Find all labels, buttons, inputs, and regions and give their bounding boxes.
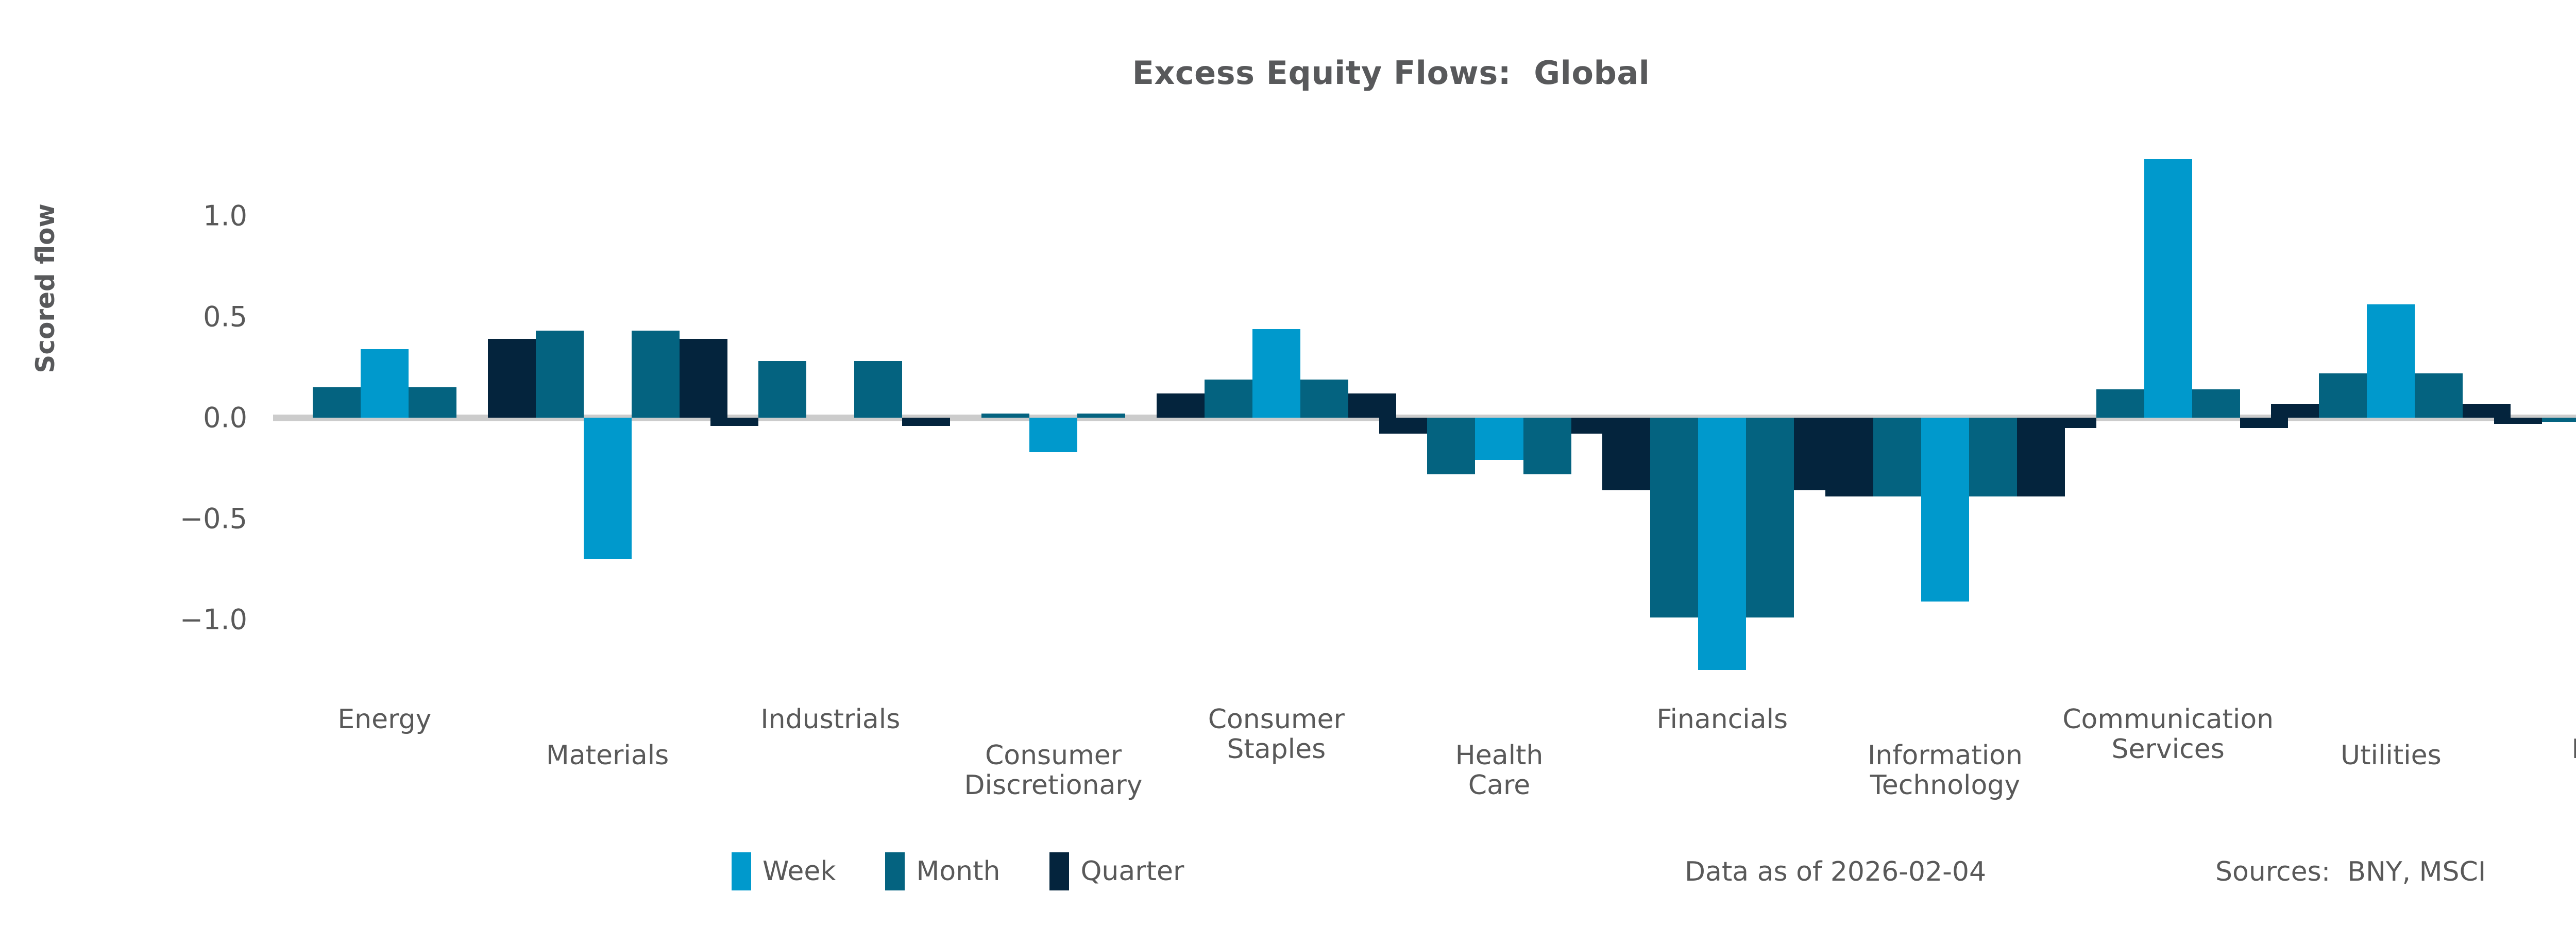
x-category-label-line: Staples	[1227, 734, 1326, 765]
bar-month	[1077, 414, 1126, 418]
x-category-label-line: Technology	[1870, 770, 2021, 801]
legend-item-month[interactable]: Month	[885, 852, 1000, 890]
x-category-label: RealEstate	[2571, 705, 2576, 764]
bar-month	[2192, 389, 2240, 418]
x-category-label-line: Discretionary	[964, 770, 1143, 801]
chart-legend: Week Month Quarter	[732, 852, 1184, 890]
x-category-label-line: Estate	[2571, 734, 2576, 764]
x-category-label-line: Industrials	[760, 704, 901, 735]
bar-quarter	[1825, 418, 1873, 496]
y-tick-label: −1.0	[179, 603, 247, 636]
bar-quarter	[679, 339, 727, 418]
bar-week	[2367, 304, 2415, 418]
x-category-label-line: Care	[1468, 770, 1531, 801]
x-category-label: Communication Services	[2062, 704, 2274, 765]
legend-swatch-icon	[885, 852, 905, 890]
x-category-label: Information Technology	[1867, 740, 2023, 801]
bar-month	[1873, 418, 1921, 496]
bar-month	[1204, 379, 1252, 418]
bar-quarter	[1602, 418, 1651, 491]
bar-month	[1300, 379, 1348, 418]
bar-month	[2542, 418, 2576, 422]
x-category-label-line: Real	[2571, 705, 2576, 734]
bar-quarter	[1156, 393, 1205, 418]
bar-quarter	[2271, 403, 2319, 418]
bar-month	[1427, 418, 1476, 474]
bar-month	[631, 331, 680, 418]
x-category-label-line: Services	[2111, 734, 2225, 765]
bar-month	[1523, 418, 1571, 474]
bar-month	[2415, 373, 2463, 418]
x-category-label-line: Energy	[337, 704, 432, 735]
bar-quarter	[1348, 393, 1396, 418]
bar-month	[854, 361, 903, 418]
x-category-label: Energy	[337, 705, 431, 734]
bar-quarter	[2494, 418, 2543, 424]
x-category-label-line: Information	[1867, 740, 2023, 771]
legend-item-week[interactable]: Week	[732, 852, 836, 890]
x-category-label: Health Care	[1455, 740, 1544, 801]
bar-month	[535, 331, 584, 418]
x-category-label-line: Utilities	[2341, 740, 2442, 771]
x-category-label-line: Communication	[2062, 704, 2274, 735]
bar-month	[1746, 418, 1794, 618]
bar-month	[2319, 373, 2367, 418]
y-tick-label: 1.0	[203, 199, 247, 232]
bar-week	[1698, 418, 1747, 670]
bar-week	[2144, 159, 2192, 418]
bar-month	[2096, 389, 2144, 418]
bar-month	[981, 414, 1030, 418]
x-category-label-line: Consumer	[1208, 704, 1345, 735]
x-category-label: Consumer Staples	[1208, 704, 1345, 765]
y-tick-label: −0.5	[179, 502, 247, 535]
bar-week	[360, 349, 409, 418]
bar-quarter	[2017, 418, 2065, 496]
x-category-label: Materials	[546, 741, 669, 770]
x-category-label-line: Consumer	[985, 740, 1122, 771]
legend-swatch-icon	[732, 852, 751, 890]
x-category-label: Consumer Discretionary	[964, 740, 1143, 801]
footer-sources: Sources: BNY, MSCI	[2215, 856, 2486, 887]
bar-month	[758, 361, 807, 418]
bar-week	[1029, 418, 1078, 452]
bar-week	[583, 418, 632, 559]
bar-quarter	[487, 339, 536, 418]
y-tick-label: 0.5	[203, 300, 247, 333]
bar-month	[1650, 418, 1699, 618]
chart-title: Excess Equity Flows: Global	[1132, 54, 1650, 92]
bar-month	[408, 387, 456, 418]
y-axis-label: Scored flow	[30, 203, 60, 373]
y-tick-label: 0.0	[203, 401, 247, 434]
legend-label: Quarter	[1080, 856, 1184, 887]
x-category-label: Industrials	[760, 705, 900, 734]
bar-quarter	[902, 418, 951, 426]
x-category-label: Financials	[1656, 705, 1788, 734]
plot-area: 1.0 0.5 0.0 −0.5 −1.0	[180, 134, 2576, 670]
bar-month	[312, 387, 361, 418]
footer-data-as-of: Data as of 2026-02-04	[1685, 856, 1987, 887]
bar-week	[1475, 418, 1523, 460]
bar-quarter	[2463, 403, 2511, 418]
x-category-label-line: Financials	[1656, 704, 1788, 735]
x-category-label: Utilities	[2341, 741, 2442, 770]
bar-quarter	[1379, 418, 1428, 434]
x-category-label-line: Materials	[546, 740, 669, 771]
legend-label: Month	[916, 856, 1001, 887]
legend-swatch-icon	[1049, 852, 1070, 890]
legend-label: Week	[762, 856, 836, 887]
bar-quarter	[2240, 418, 2288, 428]
bar-week	[1921, 418, 1969, 602]
bar-week	[1252, 329, 1300, 418]
bar-quarter	[2048, 418, 2096, 428]
bar-month	[1969, 418, 2017, 496]
x-category-label-line: Health	[1455, 740, 1544, 771]
legend-item-quarter[interactable]: Quarter	[1049, 852, 1184, 890]
bar-quarter	[710, 418, 759, 426]
